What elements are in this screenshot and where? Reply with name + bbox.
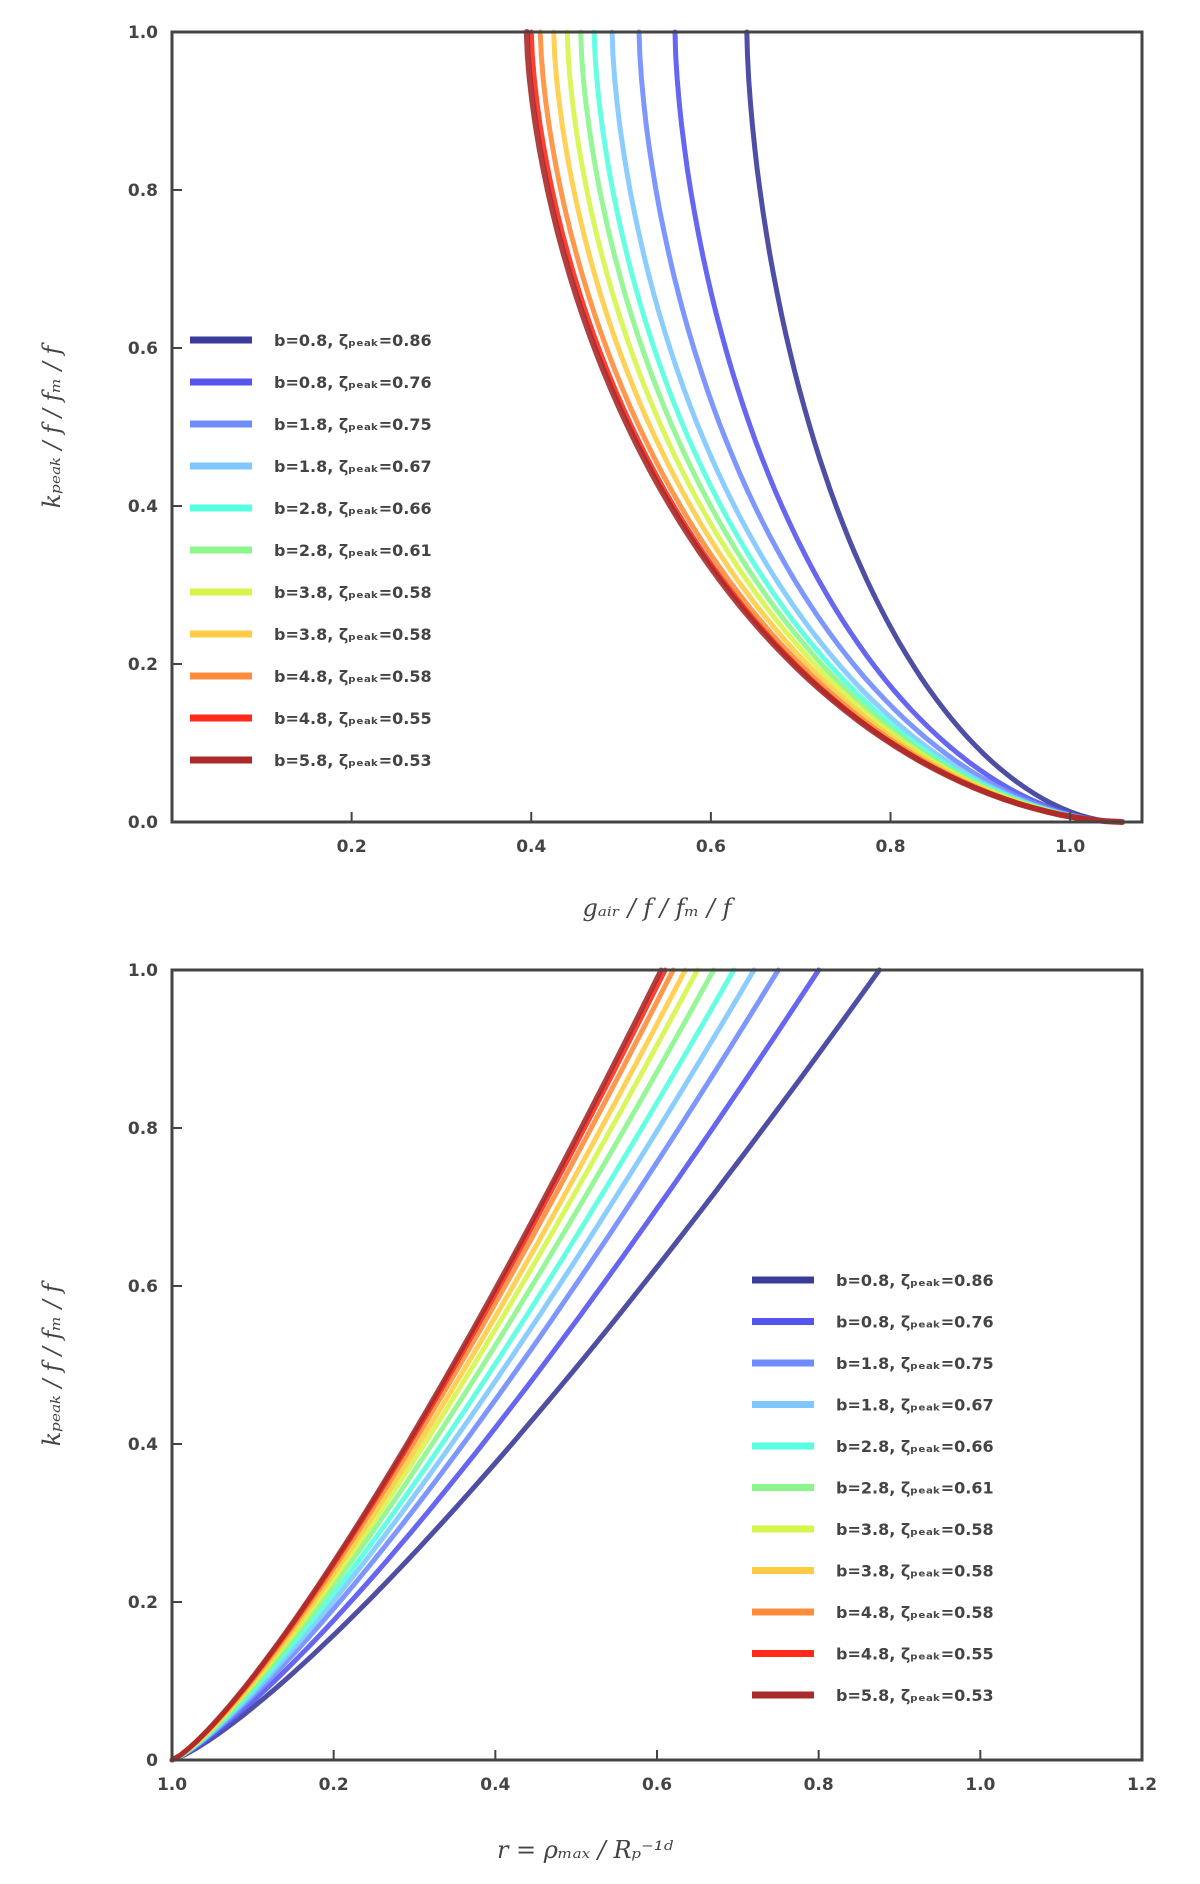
y-tick-label: 0.8 xyxy=(128,1119,158,1139)
legend-entry-label: b=4.8, ζₚₑₐₖ=0.58 xyxy=(274,667,432,686)
legend-entry-label: b=3.8, ζₚₑₐₖ=0.58 xyxy=(836,1520,994,1539)
x-tick-label: 0.8 xyxy=(804,1775,834,1795)
y-tick-label: 0 xyxy=(146,1751,158,1771)
legend-entry-label: b=0.8, ζₚₑₐₖ=0.76 xyxy=(836,1313,994,1332)
top-x-axis-label: gₐᵢᵣ / f / fₘ / f xyxy=(583,894,736,922)
bottom-legend: b=0.8, ζₚₑₐₖ=0.86 b=0.8, ζₚₑₐₖ=0.76 b=1.8,… xyxy=(752,1271,994,1705)
y-tick-label: 0.8 xyxy=(128,181,158,201)
legend-entry-label: b=4.8, ζₚₑₐₖ=0.55 xyxy=(274,709,432,728)
series-line xyxy=(523,29,1126,825)
legend-entry-label: b=1.8, ζₚₑₐₖ=0.67 xyxy=(836,1396,994,1415)
x-tick-label: 0.6 xyxy=(642,1775,672,1795)
y-tick-label: 0.4 xyxy=(128,1435,158,1455)
top-panel: 0.2 0.4 0.6 0.8 1.0 0.0 0.2 0.4 0.6 0.8 1.0 gₐᵢᵣ /… xyxy=(38,23,1144,922)
y-tick-label: 0.4 xyxy=(128,497,158,517)
top-legend: b=0.8, ζₚₑₐₖ=0.86 b=0.8, ζₚₑₐₖ=0.76 b=1.8,… xyxy=(190,331,432,770)
top-plot-frame xyxy=(170,30,1144,824)
legend-entry-label: b=2.8, ζₚₑₐₖ=0.66 xyxy=(836,1437,994,1456)
x-tick-label: 0.6 xyxy=(696,837,726,857)
legend-entry-label: b=0.8, ζₚₑₐₖ=0.86 xyxy=(274,331,432,350)
legend-entry-label: b=2.8, ζₚₑₐₖ=0.61 xyxy=(836,1479,994,1498)
legend-entry-label: b=2.8, ζₚₑₐₖ=0.61 xyxy=(274,541,432,560)
x-tick-label: 1.2 xyxy=(1127,1775,1157,1795)
x-tick-label: 0.8 xyxy=(875,837,905,857)
x-tick-label: 0.2 xyxy=(319,1775,349,1795)
legend-entry-label: b=0.8, ζₚₑₐₖ=0.76 xyxy=(274,373,432,392)
bottom-x-axis-label: r = ρₘₐₓ / Rₚ⁻¹ᵈ xyxy=(497,1836,674,1864)
y-tick-label: 0.0 xyxy=(128,813,158,833)
series-line xyxy=(169,967,882,1763)
legend-entry-label: b=5.8, ζₚₑₐₖ=0.53 xyxy=(274,751,432,770)
x-tick-label: 0.4 xyxy=(480,1775,510,1795)
top-series-layer xyxy=(523,29,1126,825)
series-line xyxy=(169,967,757,1763)
legend-entry-label: b=0.8, ζₚₑₐₖ=0.86 xyxy=(836,1271,994,1290)
x-tick-label: 1.0 xyxy=(965,1775,995,1795)
legend-entry-label: b=3.8, ζₚₑₐₖ=0.58 xyxy=(274,583,432,602)
y-tick-label: 1.0 xyxy=(128,23,158,43)
series-line xyxy=(744,29,1120,825)
y-tick-label: 1.0 xyxy=(128,961,158,981)
legend-entry-label: b=5.8, ζₚₑₐₖ=0.53 xyxy=(836,1686,994,1705)
bottom-y-axis-label: kₚₑₐₖ / f / fₘ / f xyxy=(38,1280,66,1447)
legend-entry-label: b=3.8, ζₚₑₐₖ=0.58 xyxy=(836,1562,994,1581)
legend-entry-label: b=1.8, ζₚₑₐₖ=0.75 xyxy=(836,1354,994,1373)
series-line xyxy=(169,967,822,1763)
top-ticks-layer: 0.2 0.4 0.6 0.8 1.0 0.0 0.2 0.4 0.6 0.8 1.0 xyxy=(128,23,1085,857)
series-line xyxy=(169,967,781,1763)
x-tick-label: 1.0 xyxy=(1055,837,1085,857)
y-tick-label: 0.2 xyxy=(128,655,158,675)
series-line xyxy=(169,967,664,1763)
y-tick-label: 0.2 xyxy=(128,1593,158,1613)
bottom-ticks-layer: 1.0 0.2 0.4 0.6 0.8 1.0 1.2 0 0.2 0.4 0.6 0.8 1.0 xyxy=(128,961,1157,1795)
y-tick-label: 0.6 xyxy=(128,339,158,359)
legend-entry-label: b=4.8, ζₚₑₐₖ=0.58 xyxy=(836,1603,994,1622)
x-tick-label: 1.0 xyxy=(157,1775,187,1795)
series-line xyxy=(672,29,1121,825)
legend-entry-label: b=2.8, ζₚₑₐₖ=0.66 xyxy=(274,499,432,518)
bottom-series-layer xyxy=(169,967,882,1763)
bottom-panel: 1.0 0.2 0.4 0.6 0.8 1.0 1.2 0 0.2 0.4 0.6 0.8 1.0 r … xyxy=(38,961,1157,1864)
legend-entry-label: b=1.8, ζₚₑₐₖ=0.67 xyxy=(274,457,432,476)
legend-entry-label: b=4.8, ζₚₑₐₖ=0.55 xyxy=(836,1645,994,1664)
y-tick-label: 0.6 xyxy=(128,1277,158,1297)
legend-entry-label: b=3.8, ζₚₑₐₖ=0.58 xyxy=(274,625,432,644)
series-line xyxy=(636,29,1122,825)
legend-entry-label: b=1.8, ζₚₑₐₖ=0.75 xyxy=(274,415,432,434)
x-tick-label: 0.2 xyxy=(337,837,367,857)
series-line xyxy=(169,967,737,1763)
top-y-axis-label: kₚₑₐₖ / f / fₘ / f xyxy=(38,342,66,509)
x-tick-label: 0.4 xyxy=(516,837,546,857)
